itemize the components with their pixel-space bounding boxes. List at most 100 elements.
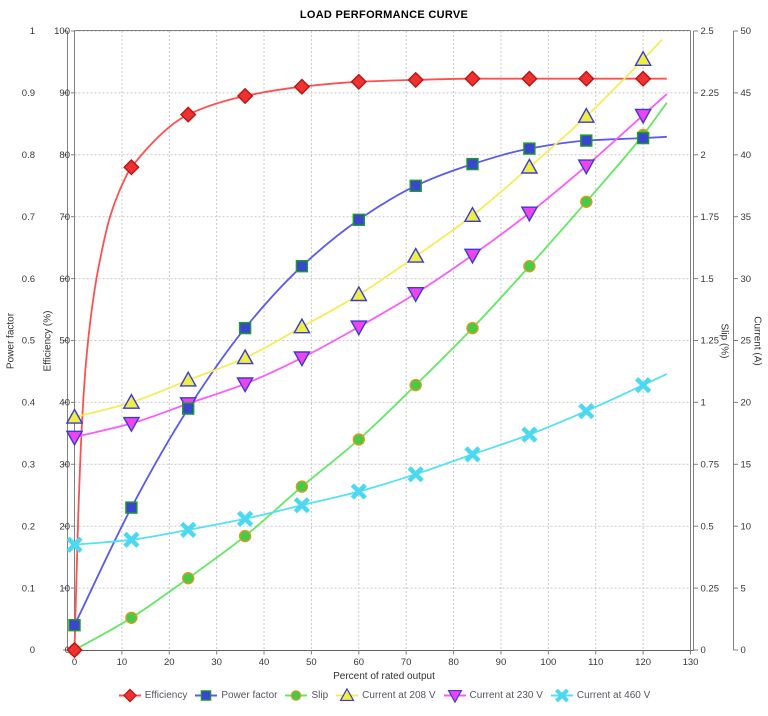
chart-title: LOAD PERFORMANCE CURVE [299,9,469,21]
marker-power-factor [580,134,593,147]
legend-label: Slip [311,690,329,701]
x-tick-label: 50 [306,657,317,668]
triangle-up-icon [293,317,311,334]
marker-current-at-460-v [578,402,595,420]
legend-marker [291,690,302,701]
legend-item-current-at-208-v: Current at 208 V [335,687,436,704]
power-factor-tick-label: 0.8 [22,150,35,161]
axis-title-efficiency: Efficiency (%) [42,310,54,372]
triangle-up-icon [122,393,141,409]
marker-current-at-460-v [350,483,367,500]
marker-slip [523,260,536,273]
x-tick-label: 90 [496,657,507,668]
circle-icon [352,433,365,446]
marker-current-at-230-v [577,159,596,176]
triangle-up-icon [336,687,359,702]
power-factor-tick-label: 0.5 [22,336,35,347]
triangle-down-icon [447,689,463,704]
power-factor-tick-label: 0.6 [22,274,35,285]
triangle-down-icon [443,689,466,704]
x-tick-label: 80 [448,657,459,668]
legend-label: Current at 460 V [576,690,651,701]
legend-marker [554,688,569,703]
marker-slip [409,378,422,392]
marker-slip [580,195,593,209]
legend: Efficiency Power factor Slip Current at 208… [0,687,768,704]
legend-label: Efficiency [144,690,188,701]
triangle-down-icon [577,159,596,176]
current-tick-label: 35 [741,212,752,223]
x-cross-icon [350,483,367,500]
triangle-up-icon [350,285,368,302]
power-factor-tick-label: 0.3 [22,460,35,471]
square-icon [125,501,138,514]
efficiency-tick-label: 20 [59,521,70,532]
x-cross-icon [554,688,569,703]
series-markers-efficiency [66,70,652,659]
marker-efficiency [350,73,367,90]
legend-label: Current at 208 V [362,690,436,701]
marker-current-at-208-v [65,408,84,424]
current-tick-label: 0 [741,645,746,656]
square-icon [68,619,81,632]
efficiency-tick-label: 10 [59,583,70,594]
efficiency-tick-label: 30 [59,460,70,471]
marker-power-factor [238,321,252,335]
circle-icon [285,690,308,701]
efficiency-tick-label: 80 [59,150,70,161]
marker-current-at-208-v [520,157,539,174]
x-cross-icon [123,531,140,548]
marker-current-at-208-v [634,50,652,66]
marker-efficiency [407,71,424,89]
axis-title-current: Current (A) [751,316,763,366]
x-tick-label: 70 [401,657,412,668]
series-markers-current-at-208-v [65,50,652,424]
square-icon [295,260,309,273]
diamond-icon [293,78,311,95]
marker-current-at-208-v [577,107,596,123]
marker-current-at-208-v [122,393,141,409]
diamond-icon [407,71,424,89]
marker-efficiency [236,87,254,105]
current-tick-label: 10 [741,521,752,532]
series-line-current-at-208-v [74,39,663,419]
legend-marker [447,689,463,704]
triangle-up-icon [634,50,652,66]
efficiency-tick-label: 90 [59,88,70,99]
marker-current-at-208-v [350,285,368,302]
marker-current-at-230-v [634,108,652,125]
marker-current-at-230-v [463,248,482,265]
current-tick-label: 15 [741,460,752,471]
legend-item-efficiency: Efficiency [118,687,188,704]
x-tick-label: 10 [117,657,128,668]
marker-current-at-230-v [236,377,254,394]
marker-efficiency [464,70,481,87]
current-tick-label: 25 [741,336,752,347]
power-factor-tick-label: 0 [30,645,35,656]
marker-current-at-230-v [65,430,84,447]
triangle-down-icon [236,377,254,394]
circle-icon [580,195,593,209]
triangle-down-icon [350,320,368,337]
legend-marker [201,690,212,701]
diamond-icon [578,70,595,87]
axis-title-power-factor: Power factor [5,312,17,370]
marker-current-at-460-v [180,521,197,539]
diamond-icon [236,87,254,105]
diamond-icon [123,159,140,176]
diamond-icon [118,688,141,703]
series-line-current-at-230-v [74,93,668,438]
triangle-up-icon [236,348,254,365]
marker-current-at-460-v [293,497,311,514]
legend-label: Current at 230 V [469,690,543,701]
marker-efficiency [123,159,140,176]
current-tick-label: 20 [741,398,752,409]
circle-icon [181,572,195,585]
triangle-up-icon [179,370,197,387]
marker-power-factor [636,131,650,145]
triangle-up-icon [577,107,596,123]
triangle-up-icon [520,157,539,174]
marker-current-at-230-v [293,351,311,368]
marker-slip [295,480,309,493]
